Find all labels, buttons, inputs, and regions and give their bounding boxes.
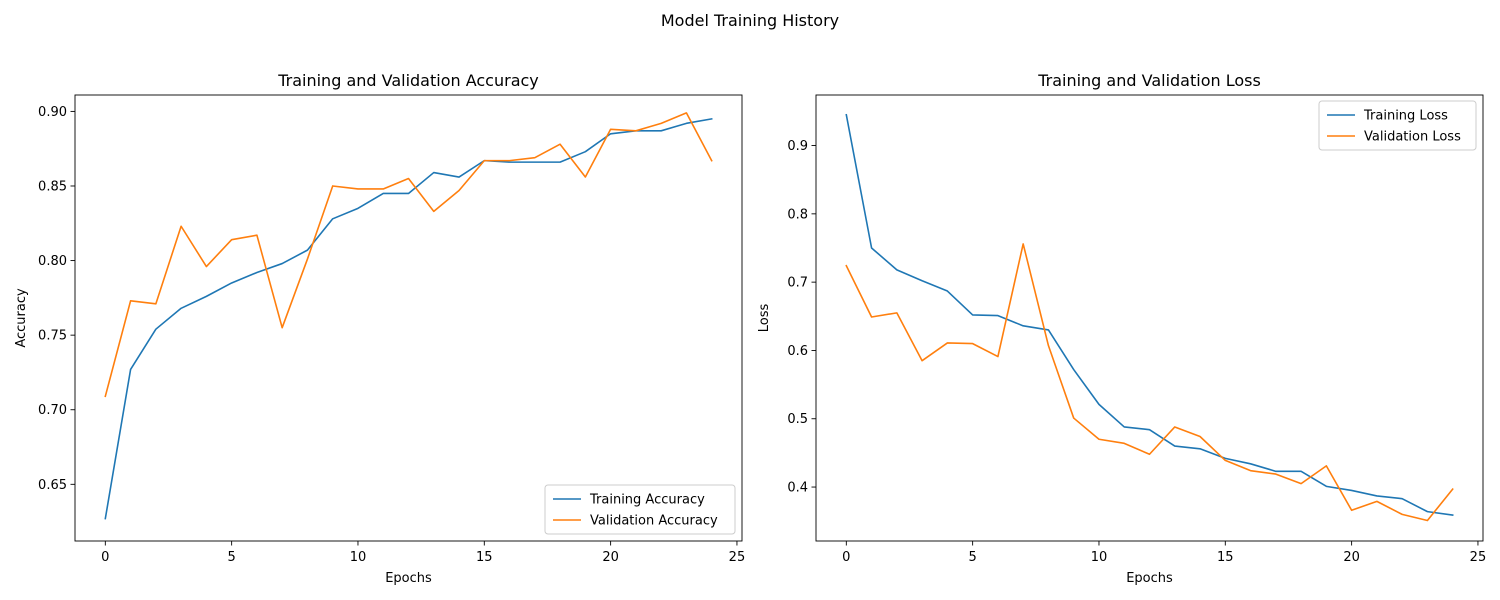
series-group — [845, 113, 1454, 522]
axes-frame — [74, 94, 743, 542]
subplot-loss: Training and Validation Loss 0 5 10 15 20 25 0.… — [757, 71, 1486, 586]
y-tick-label: 0.5 — [787, 412, 808, 427]
x-tick-label: 25 — [729, 550, 746, 565]
y-tick-label: 0.4 — [787, 481, 808, 496]
x-tick-label: 5 — [228, 550, 236, 565]
series-group — [104, 112, 713, 520]
y-axis-label: Loss — [757, 304, 772, 333]
y-tick-label: 0.8 — [787, 207, 808, 222]
y-tick-label: 0.6 — [787, 344, 808, 359]
subplot-accuracy: Training and Validation Accuracy 0 5 10 15 20… — [14, 71, 745, 586]
x-tick-label: 0 — [101, 550, 109, 565]
y-tick-label: 0.90 — [38, 105, 67, 120]
x-tick-label: 10 — [350, 550, 367, 565]
legend-frame — [1318, 100, 1477, 151]
subplot-title: Training and Validation Loss — [1037, 71, 1261, 90]
axes-frame — [815, 94, 1484, 542]
series-line-validation-loss — [845, 243, 1454, 522]
y-tick-label: 0.65 — [38, 478, 67, 493]
x-tick-label: 10 — [1091, 550, 1108, 565]
x-axis-label: Epochs — [385, 571, 432, 586]
legend-frame — [544, 484, 736, 535]
y-axis-label: Accuracy — [14, 288, 29, 348]
x-tick-label: 5 — [969, 550, 977, 565]
legend-label: Validation Accuracy — [590, 514, 718, 529]
legend-label: Training Loss — [1363, 109, 1448, 124]
legend: Training Accuracy Validation Accuracy — [544, 484, 736, 535]
legend-label: Training Accuracy — [589, 493, 705, 508]
x-tick-label: 15 — [476, 550, 493, 565]
series-line-training-loss — [845, 113, 1454, 516]
subplot-title: Training and Validation Accuracy — [277, 71, 539, 90]
y-tick-label: 0.85 — [38, 179, 67, 194]
y-tick-label: 0.7 — [787, 276, 808, 291]
series-line-validation-accuracy — [104, 112, 713, 398]
x-tick-label: 25 — [1470, 550, 1487, 565]
x-tick-label: 20 — [602, 550, 619, 565]
x-axis-label: Epochs — [1126, 571, 1173, 586]
x-tick-label: 20 — [1343, 550, 1360, 565]
x-tick-label: 15 — [1217, 550, 1234, 565]
y-tick-label: 0.80 — [38, 254, 67, 269]
legend: Training Loss Validation Loss — [1318, 100, 1477, 151]
figure-suptitle: Model Training History — [661, 11, 839, 30]
y-tick-label: 0.70 — [38, 403, 67, 418]
x-tick-label: 0 — [842, 550, 850, 565]
legend-label: Validation Loss — [1364, 130, 1461, 145]
subplots: Training and Validation Accuracy 0 5 10 15 20… — [14, 71, 1486, 586]
y-tick-label: 0.9 — [787, 139, 808, 154]
y-tick-label: 0.75 — [38, 329, 67, 344]
series-line-training-accuracy — [104, 117, 713, 520]
